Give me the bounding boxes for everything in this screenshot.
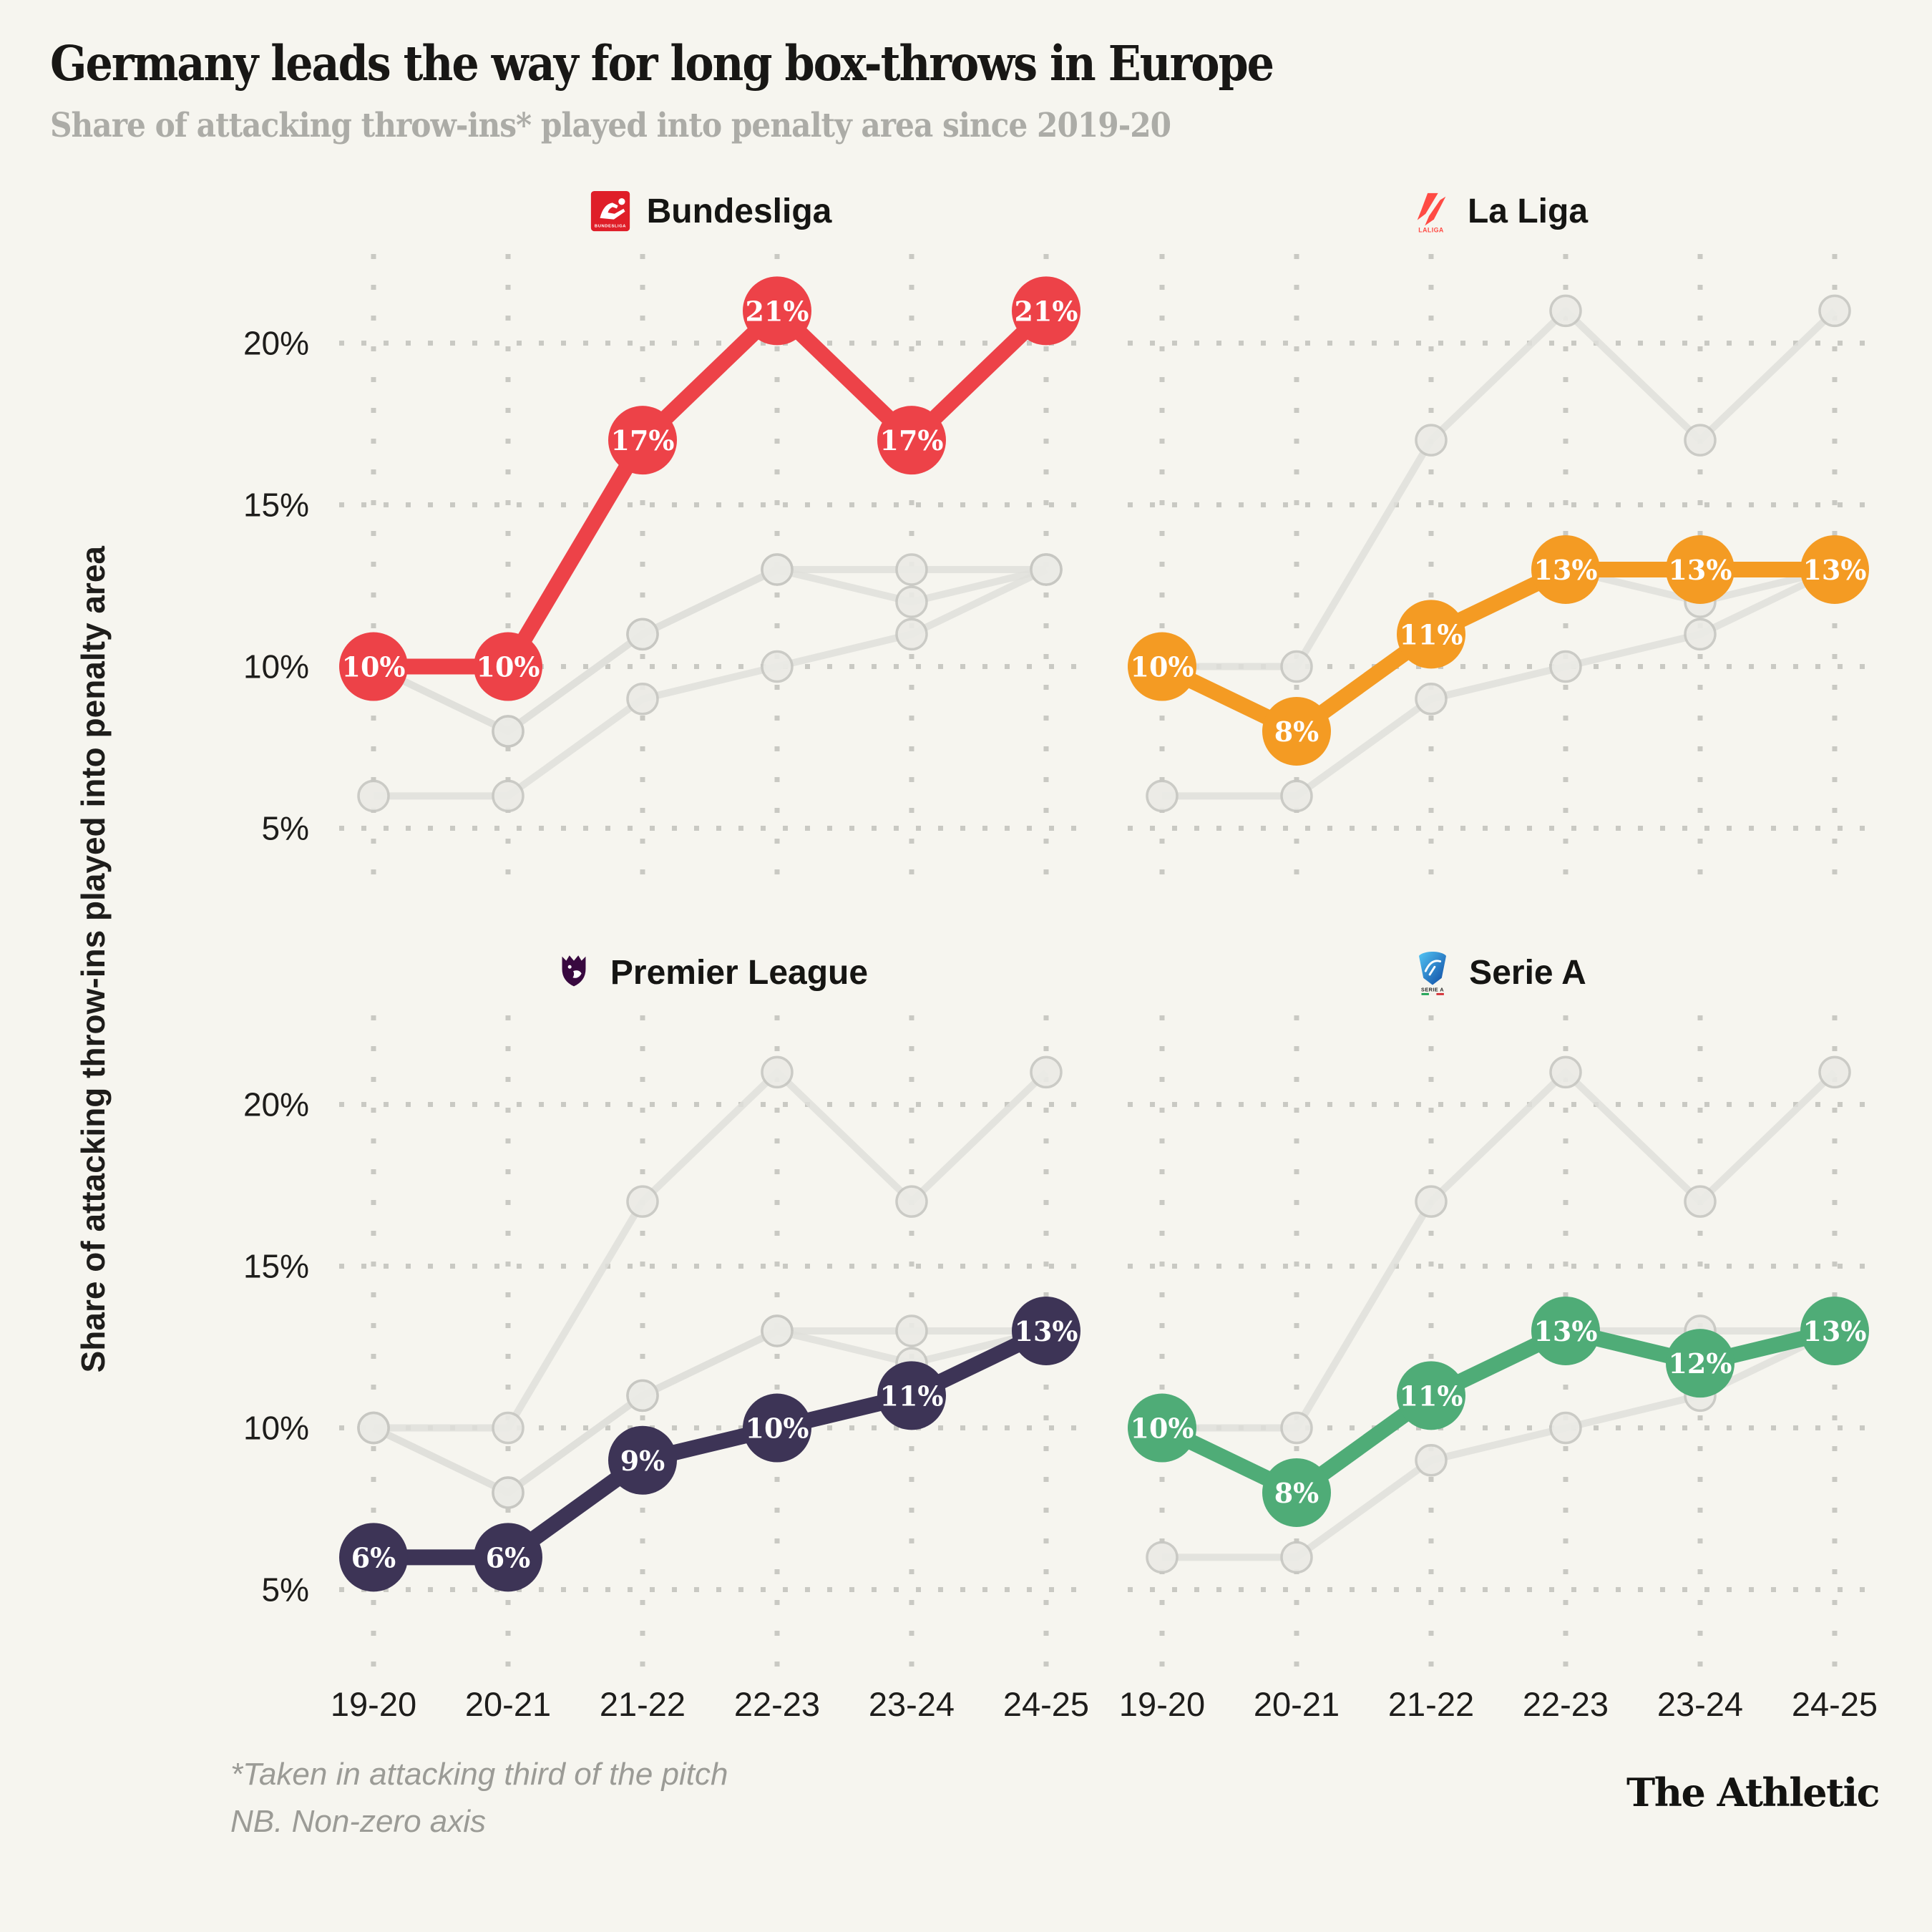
svg-text:13%: 13% — [1803, 554, 1867, 586]
svg-text:8%: 8% — [1274, 1477, 1319, 1509]
panel-header-premier-league: Premier League — [180, 948, 1082, 998]
panel-serie-a: SERIE A Serie A 19-20 20-21 21-22 22-23 23-2… — [1119, 948, 1878, 1732]
la-liga-logo-icon: LALIGA — [1417, 192, 1446, 233]
svg-text:6%: 6% — [351, 1541, 396, 1574]
svg-text:17%: 17% — [880, 424, 944, 457]
svg-text:12%: 12% — [1669, 1347, 1732, 1380]
svg-text:13%: 13% — [1015, 1315, 1078, 1347]
svg-text:11%: 11% — [880, 1380, 944, 1412]
svg-text:8%: 8% — [1274, 716, 1319, 748]
svg-text:15%: 15% — [243, 486, 309, 523]
svg-text:SERIE A: SERIE A — [1421, 986, 1444, 992]
panel-header-bundesliga: BUNDESLIGA Bundesliga — [180, 187, 1082, 237]
svg-text:13%: 13% — [1534, 554, 1598, 586]
svg-text:10%: 10% — [243, 1409, 309, 1446]
svg-text:13%: 13% — [1534, 1315, 1598, 1347]
bundesliga-chart: 20% 15% 10% 5% 10% 10% 17% 21% 17% 21% — [243, 253, 1080, 887]
footnote-asterisk: *Taken in attacking third of the pitch — [230, 1756, 728, 1792]
svg-text:20%: 20% — [243, 324, 309, 361]
svg-text:22-23: 22-23 — [1523, 1685, 1609, 1723]
svg-text:5%: 5% — [262, 1571, 309, 1608]
bundesliga-logo-icon: BUNDESLIGA — [590, 190, 630, 231]
panel-header-la-liga: LALIGA La Liga — [1126, 187, 1870, 237]
svg-text:11%: 11% — [1400, 618, 1463, 650]
panel-title-bundesliga: Bundesliga — [646, 192, 832, 231]
svg-text:10%: 10% — [477, 650, 540, 683]
panel-title-premier-league: Premier League — [610, 954, 869, 992]
svg-text:15%: 15% — [243, 1247, 309, 1284]
svg-text:24-25: 24-25 — [1792, 1685, 1878, 1723]
svg-text:19-20: 19-20 — [1119, 1685, 1205, 1723]
svg-text:13%: 13% — [1669, 554, 1732, 586]
svg-text:20-21: 20-21 — [1254, 1685, 1340, 1723]
svg-text:24-25: 24-25 — [1003, 1685, 1089, 1723]
svg-text:22-23: 22-23 — [734, 1685, 820, 1723]
panel-bundesliga: BUNDESLIGA Bundesliga 20% 15% 10% 5% 10% 10% 1… — [180, 187, 1082, 902]
premier-league-chart: 20% 15% 10% 5% 19-20 20-21 21-22 22-23 23-24 24-2… — [243, 1015, 1089, 1723]
svg-text:20-21: 20-21 — [465, 1685, 551, 1723]
svg-text:10%: 10% — [342, 650, 406, 683]
svg-text:6%: 6% — [486, 1541, 531, 1574]
svg-text:21-22: 21-22 — [1388, 1685, 1474, 1723]
svg-text:23-24: 23-24 — [869, 1685, 955, 1723]
serie-a-logo-icon: SERIE A — [1419, 951, 1447, 995]
svg-text:21%: 21% — [1015, 295, 1078, 327]
panel-title-la-liga: La Liga — [1467, 192, 1589, 231]
svg-text:19-20: 19-20 — [331, 1685, 416, 1723]
svg-text:10%: 10% — [1131, 1412, 1194, 1444]
la-liga-chart: 10% 8% 11% 13% 13% 13% — [1128, 253, 1869, 887]
footnote-axis: NB. Non-zero axis — [230, 1803, 487, 1839]
svg-text:LALIGA: LALIGA — [1418, 226, 1444, 233]
svg-text:9%: 9% — [620, 1444, 665, 1476]
panel-title-serie-a: Serie A — [1469, 954, 1586, 992]
serie-a-chart: 19-20 20-21 21-22 22-23 23-24 24-25 10% 8% 11% 13… — [1119, 1015, 1878, 1723]
panel-premier-league: Premier League 20% 15% 10% 5% 19-20 20-21 21-2… — [180, 948, 1089, 1732]
svg-text:5%: 5% — [262, 809, 309, 847]
page-title: Germany leads the way for long box-throw… — [50, 35, 1274, 92]
svg-text:21-22: 21-22 — [600, 1685, 686, 1723]
infographic: Germany leads the way for long box-throw… — [50, 35, 1882, 1845]
svg-text:17%: 17% — [611, 424, 675, 457]
svg-text:BUNDESLIGA: BUNDESLIGA — [595, 224, 626, 228]
svg-text:11%: 11% — [1400, 1380, 1463, 1412]
premier-league-logo-icon — [562, 955, 586, 986]
panel-la-liga: LALIGA La Liga 10% 8% 11% 13% 13% 13% — [1126, 187, 1870, 902]
svg-text:10%: 10% — [1131, 650, 1194, 683]
the-athletic-logo: The Athletic — [1626, 1769, 1880, 1815]
y-axis-title: Share of attacking throw-ins played into… — [74, 545, 112, 1373]
charts-grid: Share of attacking throw-ins played into… — [50, 187, 1882, 1732]
svg-text:23-24: 23-24 — [1657, 1685, 1743, 1723]
svg-text:10%: 10% — [243, 648, 309, 685]
svg-text:10%: 10% — [746, 1412, 809, 1444]
page-subtitle: Share of attacking throw-ins* played int… — [50, 105, 1171, 145]
panel-header-serie-a: SERIE A Serie A — [1126, 948, 1870, 998]
svg-text:20%: 20% — [243, 1085, 309, 1123]
svg-text:13%: 13% — [1803, 1315, 1867, 1347]
svg-text:21%: 21% — [746, 295, 809, 327]
footnotes: *Taken in attacking third of the pitch N… — [230, 1751, 1882, 1845]
